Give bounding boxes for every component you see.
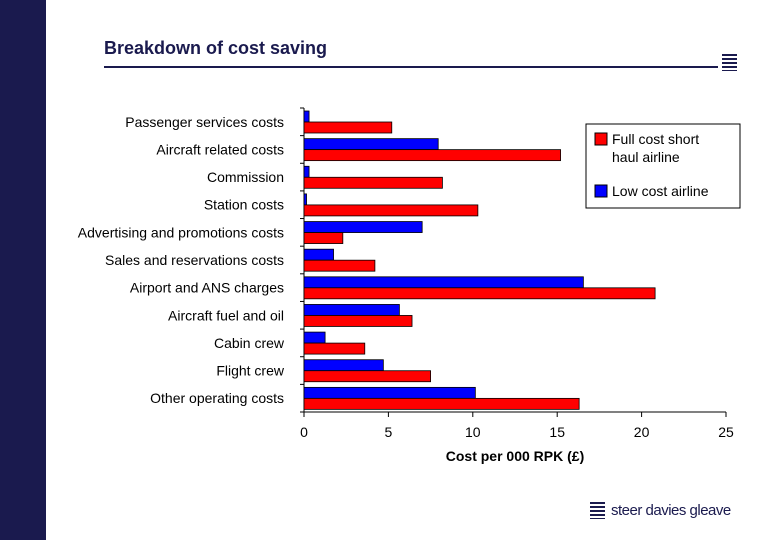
bar-low-cost — [303, 138, 439, 151]
bar-low-cost — [303, 165, 310, 178]
bar-low-cost — [303, 359, 384, 372]
bar-low-cost — [303, 386, 476, 399]
bar-full-cost — [303, 342, 366, 355]
legend-label-full-cost: Full cost short — [612, 131, 699, 147]
bar-full-cost — [303, 149, 561, 162]
bar-full-cost — [303, 121, 393, 134]
category-label: Cabin crew — [214, 335, 285, 351]
category-label: Aircraft fuel and oil — [168, 307, 284, 323]
legend-box — [585, 123, 741, 209]
category-label: Passenger services costs — [125, 114, 284, 130]
x-tick-label: 5 — [385, 424, 393, 440]
bar-low-cost — [303, 276, 584, 289]
legend-swatch-low-cost — [594, 184, 608, 198]
bar-low-cost — [303, 221, 423, 233]
x-tick-label: 20 — [634, 424, 650, 440]
category-label: Station costs — [204, 197, 284, 213]
bar-low-cost — [303, 248, 334, 261]
bar-low-cost — [303, 193, 307, 206]
legend-swatch-full-cost — [594, 132, 608, 146]
x-tick-label: 15 — [549, 424, 565, 440]
bar-full-cost — [303, 232, 344, 244]
category-label: Airport and ANS charges — [130, 280, 284, 296]
logo-icon — [722, 54, 737, 71]
x-axis-title: Cost per 000 RPK (£) — [446, 448, 584, 464]
x-tick-label: 10 — [465, 424, 481, 440]
category-label: Other operating costs — [150, 390, 284, 406]
category-label: Sales and reservations costs — [105, 252, 284, 268]
sidebar-band — [0, 0, 46, 540]
logo-icon — [590, 502, 605, 519]
legend-label-low-cost: Low cost airline — [612, 183, 709, 199]
logo-text: steer davies gleave — [611, 502, 731, 519]
legend-label-full-cost-line2: haul airline — [612, 149, 680, 165]
bar-full-cost — [303, 370, 431, 383]
category-label: Advertising and promotions costs — [78, 224, 284, 240]
page-title: Breakdown of cost saving — [104, 38, 328, 58]
company-logo: steer davies gleave — [590, 502, 731, 519]
category-label: Aircraft related costs — [156, 141, 284, 157]
bar-low-cost — [303, 110, 310, 123]
bar-full-cost — [303, 176, 443, 189]
bar-full-cost — [303, 259, 376, 272]
x-tick-label: 25 — [718, 424, 734, 440]
bar-low-cost — [303, 331, 326, 344]
bar-low-cost — [303, 304, 400, 316]
x-tick-label: 0 — [300, 424, 308, 440]
bar-full-cost — [303, 397, 580, 410]
bar-full-cost — [303, 287, 656, 300]
bar-full-cost — [303, 204, 479, 217]
category-label: Flight crew — [216, 363, 285, 379]
title-rule — [104, 66, 718, 68]
bar-full-cost — [303, 315, 413, 327]
category-label: Commission — [207, 169, 284, 185]
